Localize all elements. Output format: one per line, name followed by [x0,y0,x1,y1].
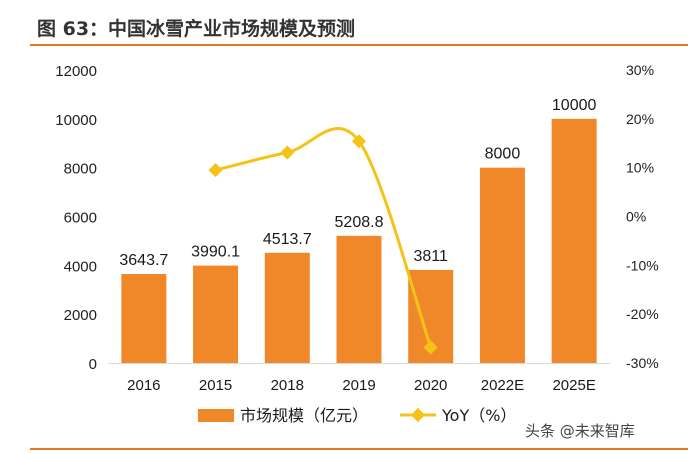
legend-label-bar: 市场规模（亿元） [240,406,368,425]
figure-header: 图 63：中国冰雪产业市场规模及预测 [0,0,688,46]
y-left-tick-label: 4000 [64,258,97,275]
x-tick-label: 2022E [481,377,524,394]
x-tick-label: 2018 [271,377,304,394]
legend-swatch-bar [198,409,234,422]
bar [551,118,597,363]
legend-label-yoy: YoY（%） [441,406,516,425]
y-left-tick-label: 0 [89,356,97,373]
y-left-tick-label: 2000 [64,307,97,324]
y-right-tick-label: 10% [626,160,654,176]
yoy-line [215,127,433,348]
bar-data-label: 5208.8 [335,214,384,231]
yoy-marker [208,163,223,178]
yoy-marker [280,145,295,160]
y-right-tick-label: 20% [626,111,654,127]
x-tick-label: 2016 [127,377,160,394]
bar-data-label: 8000 [485,146,521,163]
bar [336,235,382,363]
title-divider [30,44,688,46]
y-right-tick-label: 0% [626,209,646,225]
legend-marker-yoy [410,407,426,423]
y-left-tick-label: 10000 [55,112,97,129]
bar-data-label: 4513.7 [263,231,312,248]
yoy-marker [423,340,438,355]
x-tick-label: 2019 [342,377,375,394]
bar [264,252,310,363]
x-tick-label: 2025E [552,377,595,394]
bar-data-label: 10000 [552,97,597,114]
y-left-tick-label: 12000 [55,63,97,80]
y-left-tick-label: 6000 [64,210,97,227]
y-right-tick-label: -10% [626,257,659,273]
bar [121,274,167,363]
y-right-tick-label: -20% [626,306,659,322]
bottom-divider [30,448,688,450]
yoy-marker [351,134,367,149]
y-left-tick-label: 8000 [64,161,97,178]
bar [479,167,525,363]
bar-data-label: 3990.1 [191,244,240,261]
x-tick-label: 2020 [414,377,447,394]
bar-data-label: 3643.7 [119,252,168,269]
y-right-tick-label: 30% [626,62,654,78]
x-tick-label: 2015 [199,377,232,394]
y-right-tick-label: -30% [626,355,659,371]
bar-data-label: 3811 [414,248,449,265]
chart-title: 图 63：中国冰雪产业市场规模及预测 [37,18,356,40]
bar [193,265,239,363]
watermark-text: 头条 @未来智库 [525,422,635,440]
